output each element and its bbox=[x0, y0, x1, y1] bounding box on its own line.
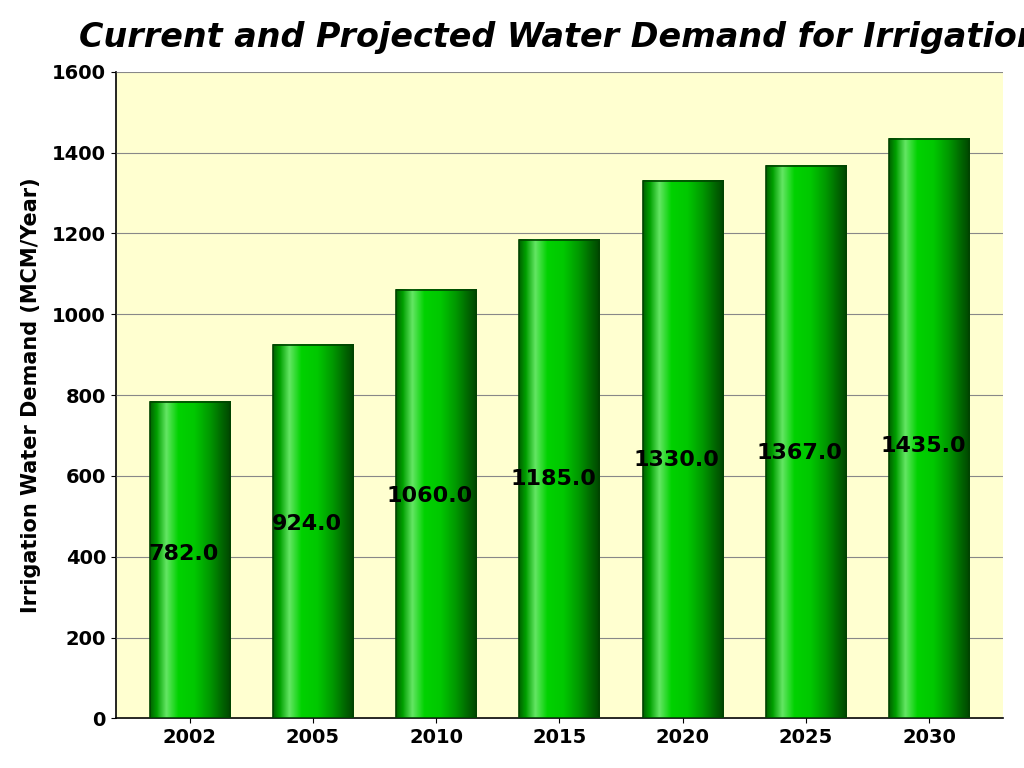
Text: 1185.0: 1185.0 bbox=[510, 469, 596, 489]
Text: 1435.0: 1435.0 bbox=[881, 436, 966, 456]
Text: 1330.0: 1330.0 bbox=[634, 451, 720, 471]
Text: 924.0: 924.0 bbox=[271, 515, 342, 535]
Text: 1367.0: 1367.0 bbox=[757, 443, 843, 463]
Bar bbox=[519, 240, 599, 718]
Text: 1060.0: 1060.0 bbox=[387, 485, 473, 505]
Bar bbox=[889, 138, 970, 718]
Bar bbox=[272, 345, 353, 718]
Text: 782.0: 782.0 bbox=[148, 544, 219, 564]
Bar bbox=[766, 166, 846, 718]
Y-axis label: Irrigation Water Demand (MCM/Year): Irrigation Water Demand (MCM/Year) bbox=[20, 177, 41, 613]
Bar bbox=[643, 181, 723, 718]
Bar bbox=[396, 290, 476, 718]
Title: Current and Projected Water Demand for Irrigation: Current and Projected Water Demand for I… bbox=[79, 21, 1024, 54]
Bar bbox=[150, 402, 229, 718]
